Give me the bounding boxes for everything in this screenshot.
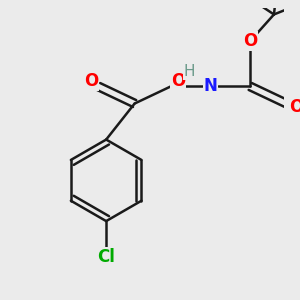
Text: N: N xyxy=(203,77,218,95)
Text: O: O xyxy=(84,72,98,90)
Text: O: O xyxy=(243,32,257,50)
Text: O: O xyxy=(289,98,300,116)
Text: Cl: Cl xyxy=(97,248,115,266)
Text: H: H xyxy=(184,64,195,79)
Text: O: O xyxy=(171,72,185,90)
